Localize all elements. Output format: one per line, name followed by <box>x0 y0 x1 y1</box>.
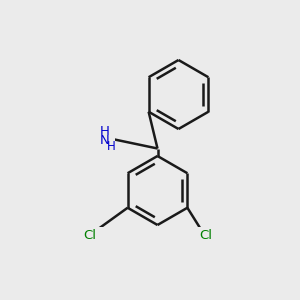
Text: Cl: Cl <box>83 229 97 242</box>
FancyBboxPatch shape <box>76 227 104 244</box>
Text: N: N <box>100 134 109 147</box>
Text: H: H <box>100 125 109 139</box>
FancyBboxPatch shape <box>191 227 220 244</box>
Text: Cl: Cl <box>199 229 212 242</box>
FancyBboxPatch shape <box>88 128 115 151</box>
Text: H: H <box>107 140 116 153</box>
